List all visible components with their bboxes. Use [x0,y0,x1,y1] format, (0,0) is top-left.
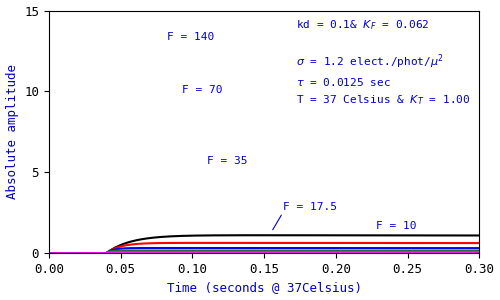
Text: F = 35: F = 35 [206,156,247,166]
Text: F = 70: F = 70 [182,85,223,95]
Text: kd = 0.1& $K_F$ = 0.062

$\sigma$ = 1.2 elect./phot/$\mu^2$
$\tau$ = 0.0125 sec
: kd = 0.1& $K_F$ = 0.062 $\sigma$ = 1.2 e… [296,18,471,106]
Text: F = 17.5: F = 17.5 [283,202,337,212]
X-axis label: Time (seconds @ 37Celsius): Time (seconds @ 37Celsius) [166,281,362,294]
Text: F = 140: F = 140 [166,32,214,42]
Y-axis label: Absolute amplitude: Absolute amplitude [6,64,18,200]
Text: F = 10: F = 10 [376,221,416,231]
